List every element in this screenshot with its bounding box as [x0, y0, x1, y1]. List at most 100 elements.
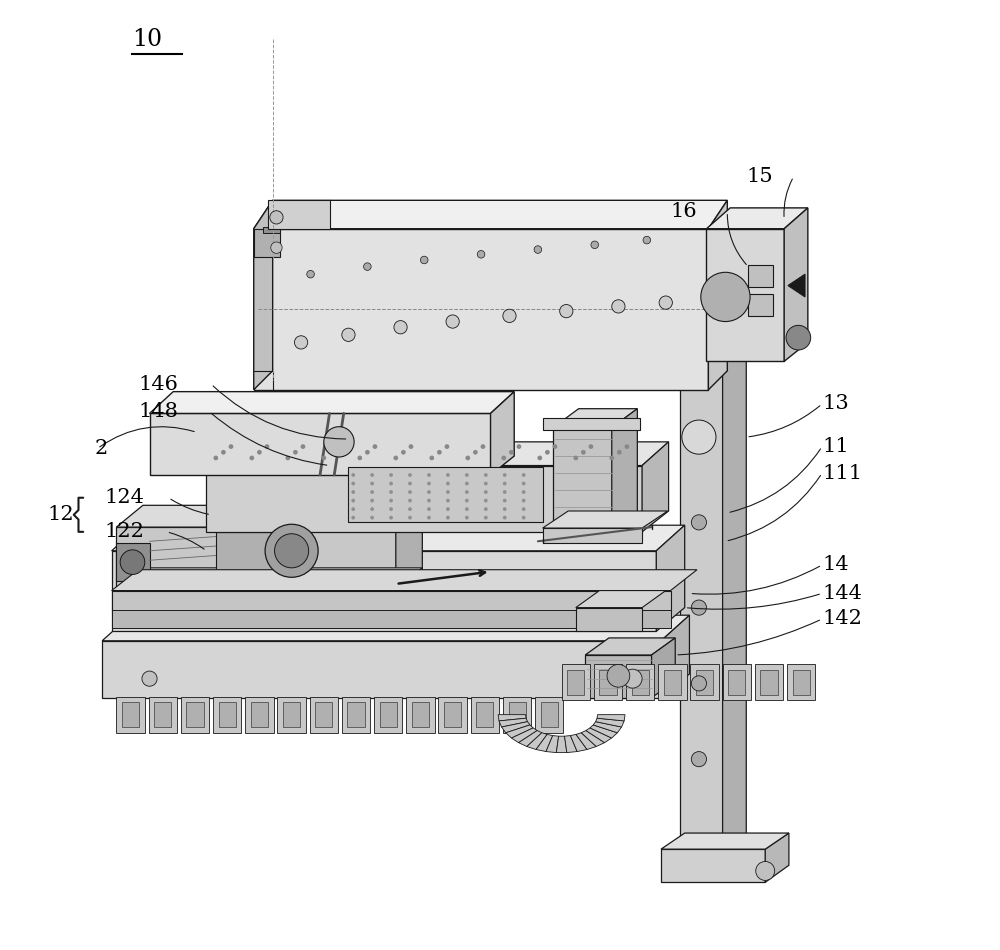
Polygon shape	[112, 570, 697, 591]
Polygon shape	[597, 714, 625, 721]
Polygon shape	[509, 702, 526, 727]
Polygon shape	[585, 655, 652, 697]
Circle shape	[294, 335, 308, 349]
Circle shape	[370, 499, 374, 503]
Text: 124: 124	[104, 488, 144, 507]
Polygon shape	[642, 442, 669, 532]
Circle shape	[437, 450, 442, 455]
Circle shape	[481, 445, 485, 449]
Circle shape	[409, 445, 413, 449]
Circle shape	[522, 507, 526, 511]
Circle shape	[351, 490, 355, 494]
Circle shape	[465, 473, 469, 477]
Circle shape	[307, 271, 314, 278]
Polygon shape	[112, 610, 670, 629]
Circle shape	[427, 499, 431, 503]
Polygon shape	[112, 591, 670, 613]
Circle shape	[370, 490, 374, 494]
Circle shape	[607, 664, 630, 687]
Polygon shape	[122, 702, 139, 727]
Circle shape	[465, 507, 469, 511]
Circle shape	[465, 516, 469, 520]
Polygon shape	[112, 551, 656, 632]
Polygon shape	[251, 702, 268, 727]
Circle shape	[213, 456, 218, 461]
Polygon shape	[150, 413, 491, 475]
Circle shape	[465, 456, 470, 461]
Circle shape	[560, 305, 573, 317]
Polygon shape	[632, 670, 649, 694]
Polygon shape	[315, 702, 332, 727]
Polygon shape	[150, 391, 514, 413]
Polygon shape	[274, 598, 291, 613]
Polygon shape	[765, 833, 789, 883]
Circle shape	[446, 473, 450, 477]
Circle shape	[446, 499, 450, 503]
Circle shape	[465, 499, 469, 503]
Circle shape	[285, 456, 290, 461]
Polygon shape	[661, 849, 765, 883]
Circle shape	[503, 516, 507, 520]
Polygon shape	[562, 664, 590, 700]
Polygon shape	[576, 732, 596, 750]
Circle shape	[691, 515, 706, 530]
Polygon shape	[784, 208, 808, 361]
Polygon shape	[159, 606, 604, 622]
Circle shape	[446, 507, 450, 511]
Polygon shape	[476, 702, 493, 727]
Circle shape	[321, 456, 326, 461]
Polygon shape	[576, 608, 642, 632]
Polygon shape	[438, 696, 467, 732]
Circle shape	[408, 516, 412, 520]
Polygon shape	[380, 702, 397, 727]
Text: 16: 16	[670, 202, 697, 221]
Circle shape	[517, 445, 521, 449]
Polygon shape	[502, 722, 530, 732]
Polygon shape	[498, 714, 526, 721]
Circle shape	[408, 473, 412, 477]
Polygon shape	[213, 696, 241, 732]
Text: 12: 12	[47, 505, 74, 524]
Circle shape	[293, 450, 298, 455]
Polygon shape	[567, 670, 584, 694]
Polygon shape	[664, 670, 681, 694]
Circle shape	[465, 490, 469, 494]
Polygon shape	[116, 527, 396, 591]
Circle shape	[275, 534, 309, 568]
Text: 11: 11	[822, 437, 849, 456]
Circle shape	[682, 420, 716, 454]
Circle shape	[401, 450, 406, 455]
Circle shape	[465, 482, 469, 485]
Polygon shape	[253, 598, 270, 613]
Circle shape	[503, 499, 507, 503]
Polygon shape	[546, 735, 559, 752]
Polygon shape	[661, 833, 789, 849]
Circle shape	[691, 675, 706, 691]
Circle shape	[301, 445, 305, 449]
Polygon shape	[277, 696, 306, 732]
Polygon shape	[511, 728, 537, 743]
Polygon shape	[154, 702, 171, 727]
Polygon shape	[755, 664, 783, 700]
Polygon shape	[690, 664, 719, 700]
Circle shape	[609, 456, 614, 461]
Polygon shape	[471, 696, 499, 732]
Circle shape	[484, 482, 488, 485]
Circle shape	[484, 507, 488, 511]
Polygon shape	[680, 344, 746, 361]
Circle shape	[589, 445, 593, 449]
Circle shape	[427, 516, 431, 520]
Circle shape	[120, 550, 145, 575]
Polygon shape	[793, 670, 810, 694]
Polygon shape	[186, 702, 204, 727]
Circle shape	[389, 516, 393, 520]
Polygon shape	[527, 732, 547, 750]
Circle shape	[484, 490, 488, 494]
Circle shape	[342, 328, 355, 341]
Polygon shape	[206, 442, 669, 465]
Polygon shape	[254, 229, 280, 257]
Circle shape	[408, 482, 412, 485]
Circle shape	[408, 490, 412, 494]
Circle shape	[394, 320, 407, 333]
Polygon shape	[499, 718, 528, 727]
